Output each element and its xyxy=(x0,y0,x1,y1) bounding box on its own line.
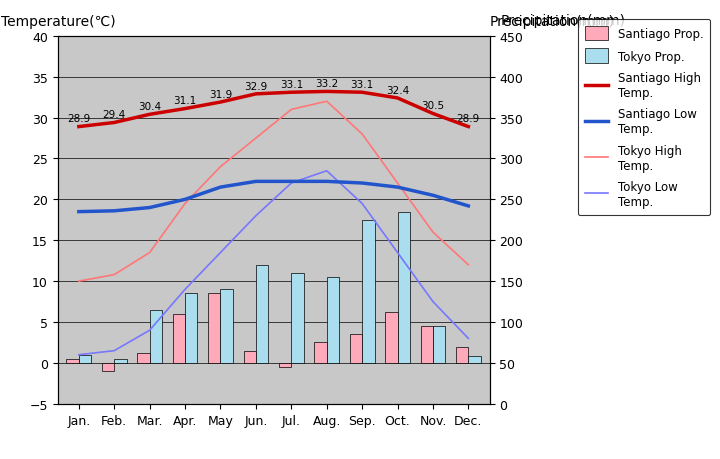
Text: 33.1: 33.1 xyxy=(351,80,374,90)
Text: 31.9: 31.9 xyxy=(209,90,232,100)
Bar xyxy=(243,351,256,363)
Bar xyxy=(150,310,162,363)
Text: 33.1: 33.1 xyxy=(279,80,303,90)
Bar xyxy=(315,343,327,363)
Bar xyxy=(185,294,197,363)
Bar xyxy=(102,363,114,371)
Text: 32.9: 32.9 xyxy=(244,81,268,91)
Text: 30.4: 30.4 xyxy=(138,102,161,112)
Text: Precipitation(mm): Precipitation(mm) xyxy=(500,14,626,28)
Bar xyxy=(114,359,127,363)
Text: 31.1: 31.1 xyxy=(174,96,197,106)
Bar xyxy=(292,274,304,363)
Bar xyxy=(362,220,374,363)
Text: 30.5: 30.5 xyxy=(421,101,444,111)
Bar xyxy=(350,335,362,363)
Bar xyxy=(327,277,339,363)
Text: 28.9: 28.9 xyxy=(456,114,480,124)
Bar xyxy=(138,353,150,363)
Bar xyxy=(397,212,410,363)
Bar xyxy=(420,326,433,363)
Text: Temperature(℃): Temperature(℃) xyxy=(1,16,116,29)
Text: Precipitation(mm): Precipitation(mm) xyxy=(490,16,615,29)
Legend: Santiago Prop., Tokyo Prop., Santiago High
Temp., Santiago Low
Temp., Tokyo High: Santiago Prop., Tokyo Prop., Santiago Hi… xyxy=(577,20,711,216)
Bar xyxy=(208,294,220,363)
Bar xyxy=(385,313,397,363)
Text: 28.9: 28.9 xyxy=(67,114,91,124)
Text: 33.2: 33.2 xyxy=(315,79,338,89)
Bar xyxy=(279,363,292,367)
Bar xyxy=(79,355,91,363)
Text: 32.4: 32.4 xyxy=(386,85,409,95)
Bar xyxy=(433,326,446,363)
Bar xyxy=(173,314,185,363)
Bar xyxy=(220,290,233,363)
Bar xyxy=(256,265,269,363)
Text: 29.4: 29.4 xyxy=(103,110,126,120)
Bar xyxy=(456,347,468,363)
Bar xyxy=(468,357,481,363)
Bar xyxy=(66,359,79,363)
